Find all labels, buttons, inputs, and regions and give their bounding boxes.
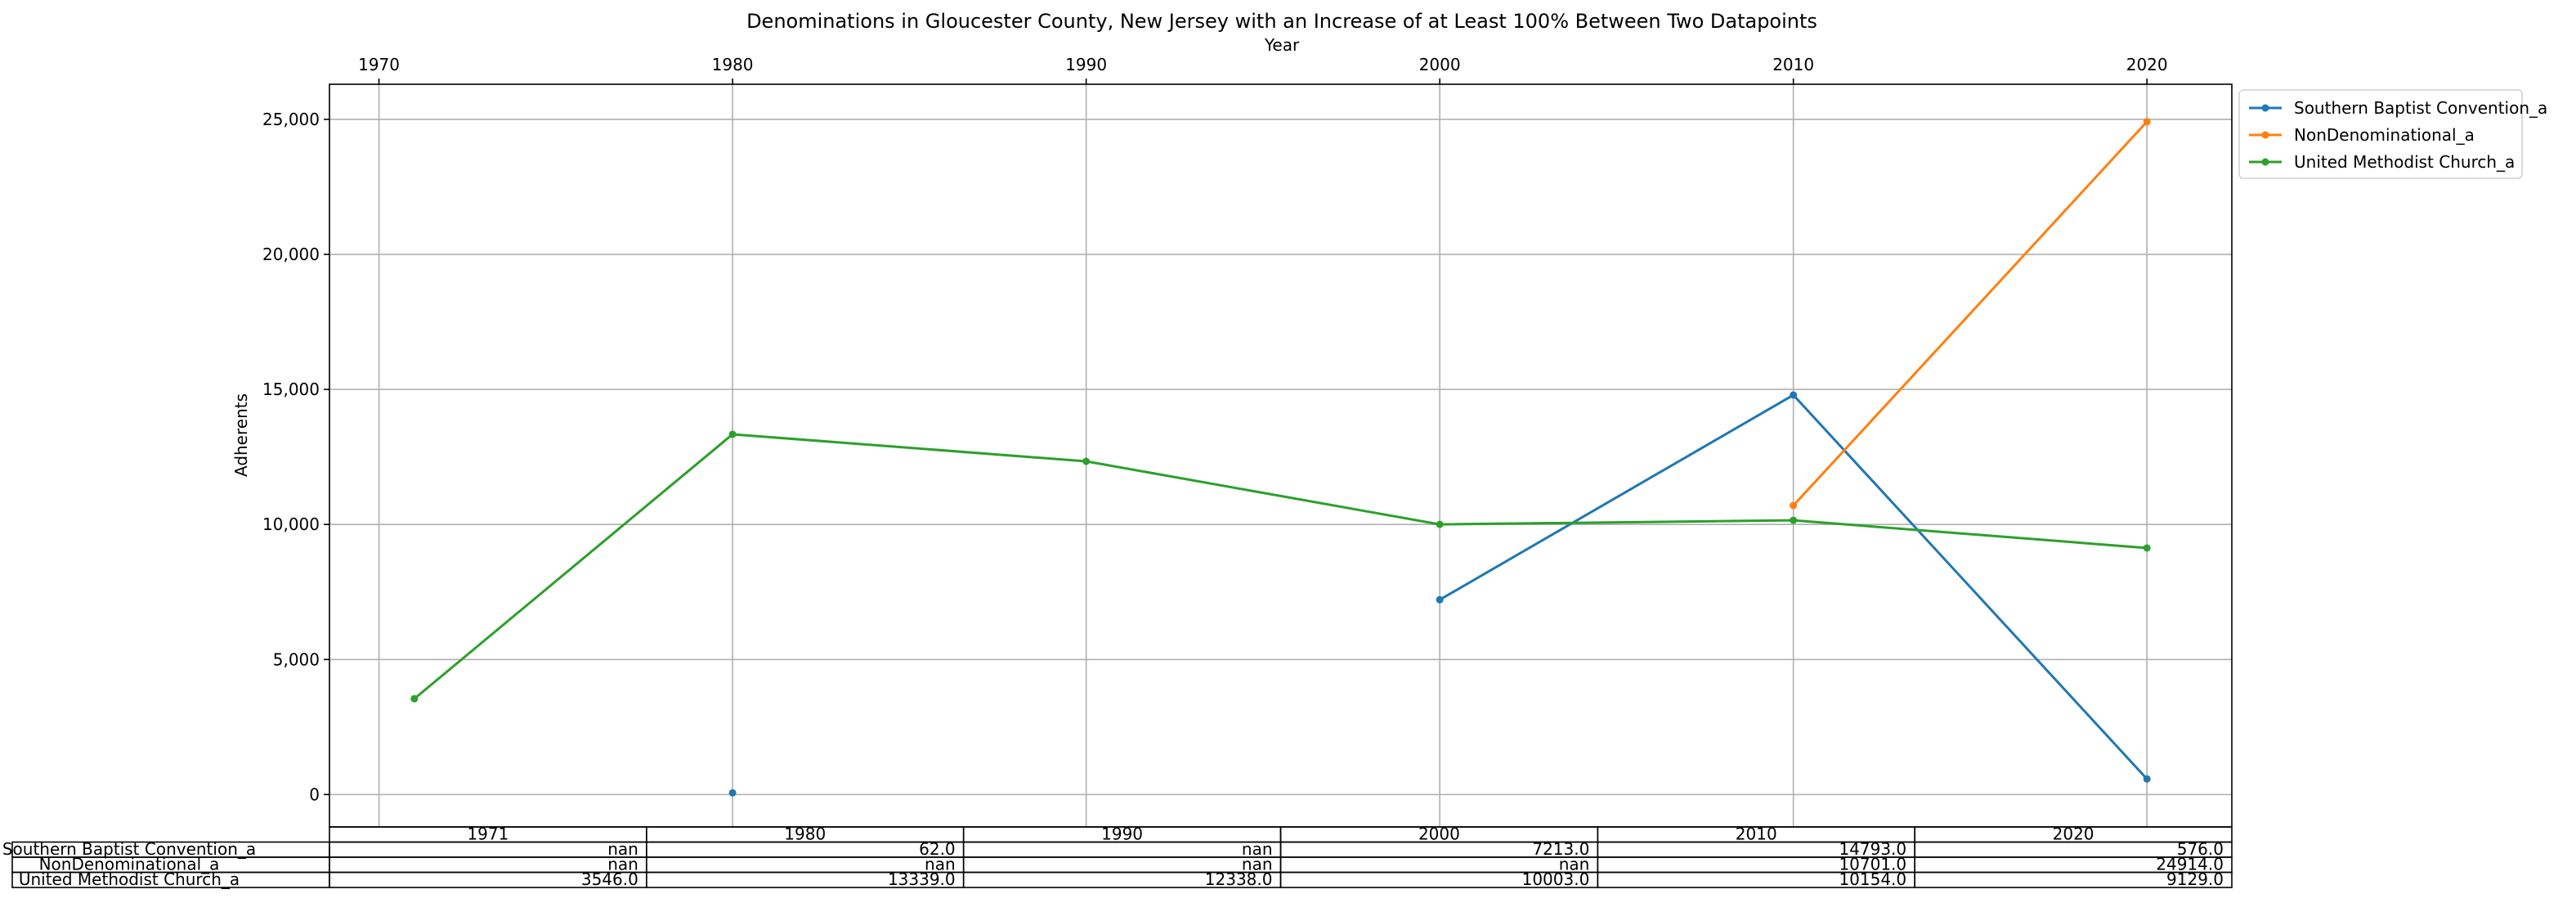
table-row-label: United Methodist Church_a: [19, 869, 240, 889]
data-point: [2143, 118, 2151, 126]
grid: [329, 84, 2232, 827]
data-point: [1790, 516, 1798, 524]
table-row-label: Southern Baptist Convention_a: [2, 839, 256, 859]
legend-label: United Methodist Church_a: [2294, 152, 2515, 172]
table-cell-value: nan: [607, 839, 638, 859]
table-cell-value: 7213.0: [1532, 839, 1589, 859]
series-1: [728, 391, 2151, 797]
series-2: [1790, 118, 2151, 510]
table-column-header: 1980: [784, 824, 826, 844]
data-point: [1790, 391, 1798, 399]
table-cell-value: nan: [1242, 855, 1273, 874]
legend-label: Southern Baptist Convention_a: [2294, 98, 2547, 118]
table-column-header: 2010: [1736, 824, 1777, 844]
legend-label: NonDenominational_a: [2294, 125, 2475, 145]
data-point: [410, 694, 419, 703]
series-line: [1792, 120, 2148, 507]
table-cell: [962, 841, 1282, 858]
table-cell-value: 12338.0: [1205, 869, 1273, 889]
y-tick-label: 10,000: [262, 514, 320, 534]
x-tick-label: 2000: [1419, 55, 1461, 74]
x-tick-label: 1970: [358, 55, 400, 74]
table-cell-value: 24914.0: [2156, 855, 2224, 874]
chart-title: Denominations in Gloucester County, New …: [746, 10, 1817, 33]
series-line: [413, 433, 2148, 700]
y-tick-label: 5,000: [273, 649, 320, 669]
data-point: [1436, 595, 1444, 604]
table-cell-value: 10154.0: [1839, 869, 1906, 889]
table-cell-value: 3546.0: [581, 869, 638, 889]
table-cell-value: 13339.0: [888, 869, 956, 889]
table-cell-value: nan: [607, 855, 638, 874]
legend-box: [2238, 89, 2523, 179]
data-point: [1790, 501, 1798, 510]
table-cell-value: nan: [1559, 855, 1590, 874]
table-row-label: NonDenominational_a: [39, 855, 220, 874]
data-table: 1971 1980 1990 2000 2010 2020 Southern Baptist…: [2, 824, 2233, 889]
table-cell: [329, 841, 647, 858]
y-axis-label: Adherents: [231, 393, 251, 477]
x-axis-label: Year: [1264, 35, 1300, 55]
table-cell-value: 14793.0: [1839, 839, 1906, 859]
data-point: [2143, 544, 2151, 552]
legend-marker: [2261, 104, 2269, 112]
legend-marker: [2261, 131, 2269, 139]
data-point: [1436, 520, 1444, 528]
table-cell-value: 576.0: [2177, 839, 2224, 859]
table-cell-value: 9129.0: [2166, 869, 2224, 889]
table-cell: [1914, 871, 2233, 888]
x-tick-label: 1990: [1065, 55, 1107, 74]
table-cell-value: 10003.0: [1522, 869, 1590, 889]
y-tick-label: 25,000: [262, 110, 320, 129]
table-cell-value: 10701.0: [1839, 855, 1906, 874]
y-tick-label: 15,000: [262, 380, 320, 399]
table-column-header: 1990: [1101, 824, 1143, 844]
x-tick-label: 2010: [1772, 55, 1814, 74]
series-lines: [410, 118, 2151, 797]
plot-frame: [329, 83, 2233, 828]
table-column-header: 2020: [2053, 824, 2094, 844]
legend: Southern Baptist Convention_a NonDenomina…: [2238, 89, 2547, 179]
data-point: [728, 788, 737, 797]
axis-ticks: 1970 1980 1990 2000 2010 2020 0 5,000 10,000 15,0…: [262, 55, 2168, 804]
y-tick-label: 20,000: [262, 245, 320, 264]
table-cell-value: nan: [925, 855, 956, 874]
x-tick-label: 2020: [2126, 55, 2168, 74]
table-cell-value: nan: [1242, 839, 1273, 859]
table-cell-value: 62.0: [919, 839, 956, 859]
data-point: [1082, 457, 1091, 465]
y-tick-label: 0: [309, 784, 320, 804]
table-column-header: 2000: [1418, 824, 1460, 844]
data-point: [2143, 775, 2151, 783]
table-column-header: 1971: [467, 824, 508, 844]
x-tick-label: 1980: [712, 55, 754, 74]
series-3: [410, 430, 2151, 703]
data-point: [728, 430, 737, 438]
table-cell: [646, 841, 965, 858]
legend-marker: [2261, 158, 2269, 166]
